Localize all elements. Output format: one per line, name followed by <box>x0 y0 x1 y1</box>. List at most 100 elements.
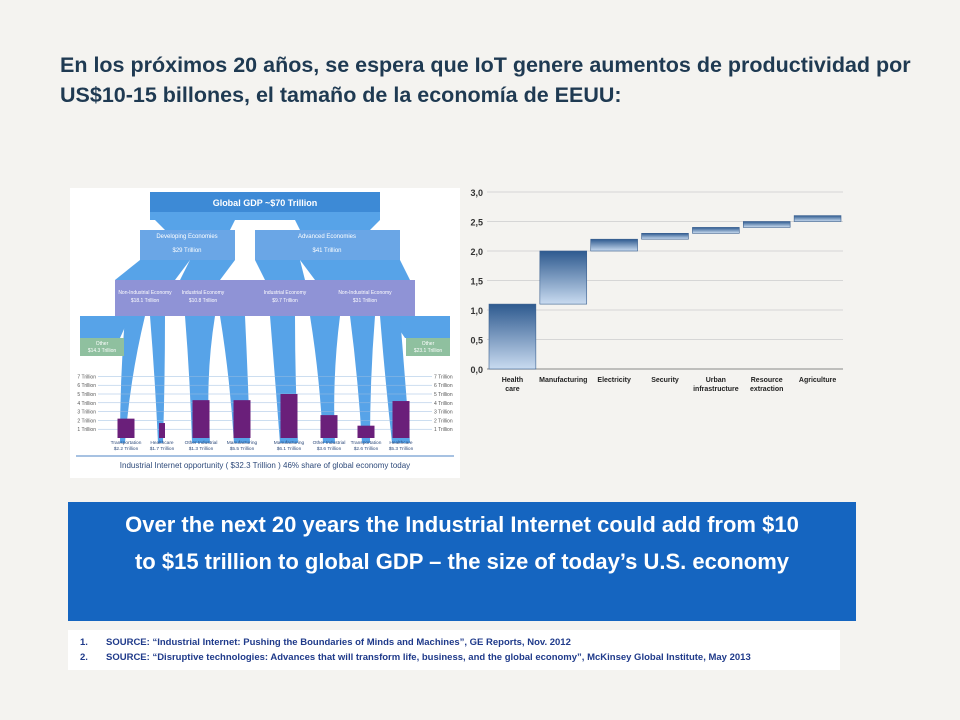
scale-label-left: 1 Trillion <box>77 427 96 433</box>
node-developing-value: $29 Trillion <box>172 248 201 254</box>
scale-label-left: 2 Trillion <box>77 418 96 424</box>
flow-adv-nonind <box>300 260 410 280</box>
flow-other-left <box>80 316 130 338</box>
column-label: Other Industrial <box>313 440 346 446</box>
opportunity-fill <box>357 425 375 438</box>
stream-2 <box>150 316 165 443</box>
x-tick-label: extraction <box>750 386 783 393</box>
column-label: Manufacturing <box>227 440 258 446</box>
node-advanced-name: Advanced Economies <box>298 234 356 240</box>
column-value: $5.5 Trillion <box>230 446 255 452</box>
opportunity-fill <box>392 401 410 438</box>
waterfall-bar <box>539 250 588 305</box>
scale-label-left: 7 Trillion <box>77 374 96 380</box>
opportunity-fill <box>192 400 210 438</box>
opportunity-fill <box>159 423 165 438</box>
y-tick-label: 1,0 <box>470 306 483 316</box>
waterfall-svg: 0,0 0,5 1,0 1,5 2,0 2,5 3,0 Health care Manufactu… <box>470 188 843 393</box>
flow-other-right <box>390 316 450 338</box>
node-2-name: Industrial Economy <box>264 290 307 296</box>
x-tick-label: Urban <box>706 377 726 384</box>
source-1-num: 1. <box>80 637 88 648</box>
y-tick-label: 2,0 <box>470 247 483 257</box>
flow-global-developing <box>155 220 235 230</box>
scale-label-right: 3 Trillion <box>434 410 453 416</box>
node-advanced-value: $41 Trillion <box>312 248 341 254</box>
y-tick-label: 2,5 <box>470 218 483 228</box>
node-other-left-value: $14.3 Trillion <box>88 348 117 354</box>
column-label: Manufacturing <box>274 440 305 446</box>
x-tick-label: Manufacturing <box>539 377 587 384</box>
column-value: $1.3 Trillion <box>189 446 214 452</box>
column-value: $5.3 Trillion <box>389 446 414 452</box>
source-2-text: SOURCE: “Disruptive technologies: Advanc… <box>106 652 751 663</box>
source-2-num: 2. <box>80 652 88 663</box>
sources-box: 1. SOURCE: “Industrial Internet: Pushing … <box>68 630 840 670</box>
node-other-left <box>80 338 124 356</box>
scale-label-right: 5 Trillion <box>434 392 453 398</box>
banner-line-1: Over the next 20 years the Industrial In… <box>125 512 799 537</box>
opportunity-fill <box>320 415 338 438</box>
flow-global-advanced <box>295 220 380 230</box>
y-tick-label: 3,0 <box>470 188 483 198</box>
y-tick-label: 1,5 <box>470 277 483 287</box>
node-0-name: Non-Industrial Economy <box>118 290 172 296</box>
sankey-footer: Industrial Internet opportunity ( $32.3 … <box>120 461 410 470</box>
column-value: $1.7 Trillion <box>150 446 175 452</box>
sankey-flows <box>80 212 450 338</box>
x-tick-label: care <box>505 386 520 393</box>
column-label: Healthcare <box>150 440 174 446</box>
flow-global <box>150 212 380 220</box>
column-label: Healthcare <box>389 440 413 446</box>
x-tick-label: Agriculture <box>799 377 836 384</box>
summary-banner: Over the next 20 years the Industrial In… <box>68 502 856 621</box>
opportunity-fill <box>117 418 135 438</box>
slide-title: En los próximos 20 años, se espera que I… <box>60 53 911 107</box>
x-tick-label: infrastructure <box>693 386 739 393</box>
source-1: 1. SOURCE: “Industrial Internet: Pushing … <box>80 637 571 648</box>
scale-label-right: 7 Trillion <box>434 374 453 380</box>
waterfall-bar <box>692 227 740 234</box>
node-other-right-name: Other <box>422 341 435 347</box>
scale-label-left: 6 Trillion <box>77 383 96 389</box>
node-other-right-value: $23.1 Trillion <box>414 348 443 354</box>
source-1-text: SOURCE: “Industrial Internet: Pushing th… <box>106 637 571 648</box>
node-1-value: $10.8 Trillion <box>189 298 218 304</box>
scale-label-right: 6 Trillion <box>434 383 453 389</box>
x-tick-label: Resource <box>751 377 783 384</box>
flow-dev-nonind <box>115 260 190 280</box>
node-global-gdp-label: Global GDP ~$70 Trillion <box>213 198 318 208</box>
waterfall-bar <box>590 238 638 252</box>
node-developing-name: Developing Economies <box>156 234 217 240</box>
node-3-value: $31 Trillion <box>353 298 377 304</box>
node-other-left-name: Other <box>96 341 109 347</box>
sankey-svg: Global GDP ~$70 Trillion Developing Econ… <box>76 192 454 470</box>
scale-label-left: 4 Trillion <box>77 401 96 407</box>
y-tick-label: 0,5 <box>470 336 483 346</box>
gdp-sankey-diagram: Global GDP ~$70 Trillion Developing Econ… <box>70 188 460 478</box>
scale-label-right: 1 Trillion <box>434 427 453 433</box>
node-other-right <box>406 338 450 356</box>
x-tick-label: Health <box>502 377 523 384</box>
stream-7 <box>350 316 375 443</box>
node-2-value: $9.7 Trillion <box>272 298 298 304</box>
node-1-name: Industrial Economy <box>182 290 225 296</box>
column-label: Transportation <box>111 440 142 446</box>
node-global-gdp <box>150 192 380 212</box>
column-value: $2.6 Trillion <box>354 446 379 452</box>
column-label: Transportation <box>351 440 382 446</box>
waterfall-bar <box>641 232 689 240</box>
stream-6 <box>310 316 340 443</box>
sankey-columns: Transportation$2.2 TrillionHealthcare$1.… <box>111 394 414 452</box>
flow-adv-ind <box>255 260 305 280</box>
column-label: Other Industrial <box>185 440 218 446</box>
scale-label-right: 2 Trillion <box>434 418 453 424</box>
waterfall-bar <box>793 215 842 222</box>
node-developing <box>140 230 235 260</box>
y-tick-label: 0,0 <box>470 365 483 375</box>
column-value: $2.2 Trillion <box>114 446 139 452</box>
waterfall-bar <box>488 303 537 370</box>
column-value: $3.6 Trillion <box>317 446 342 452</box>
waterfall-bar <box>742 221 791 228</box>
stream-1 <box>120 316 145 443</box>
